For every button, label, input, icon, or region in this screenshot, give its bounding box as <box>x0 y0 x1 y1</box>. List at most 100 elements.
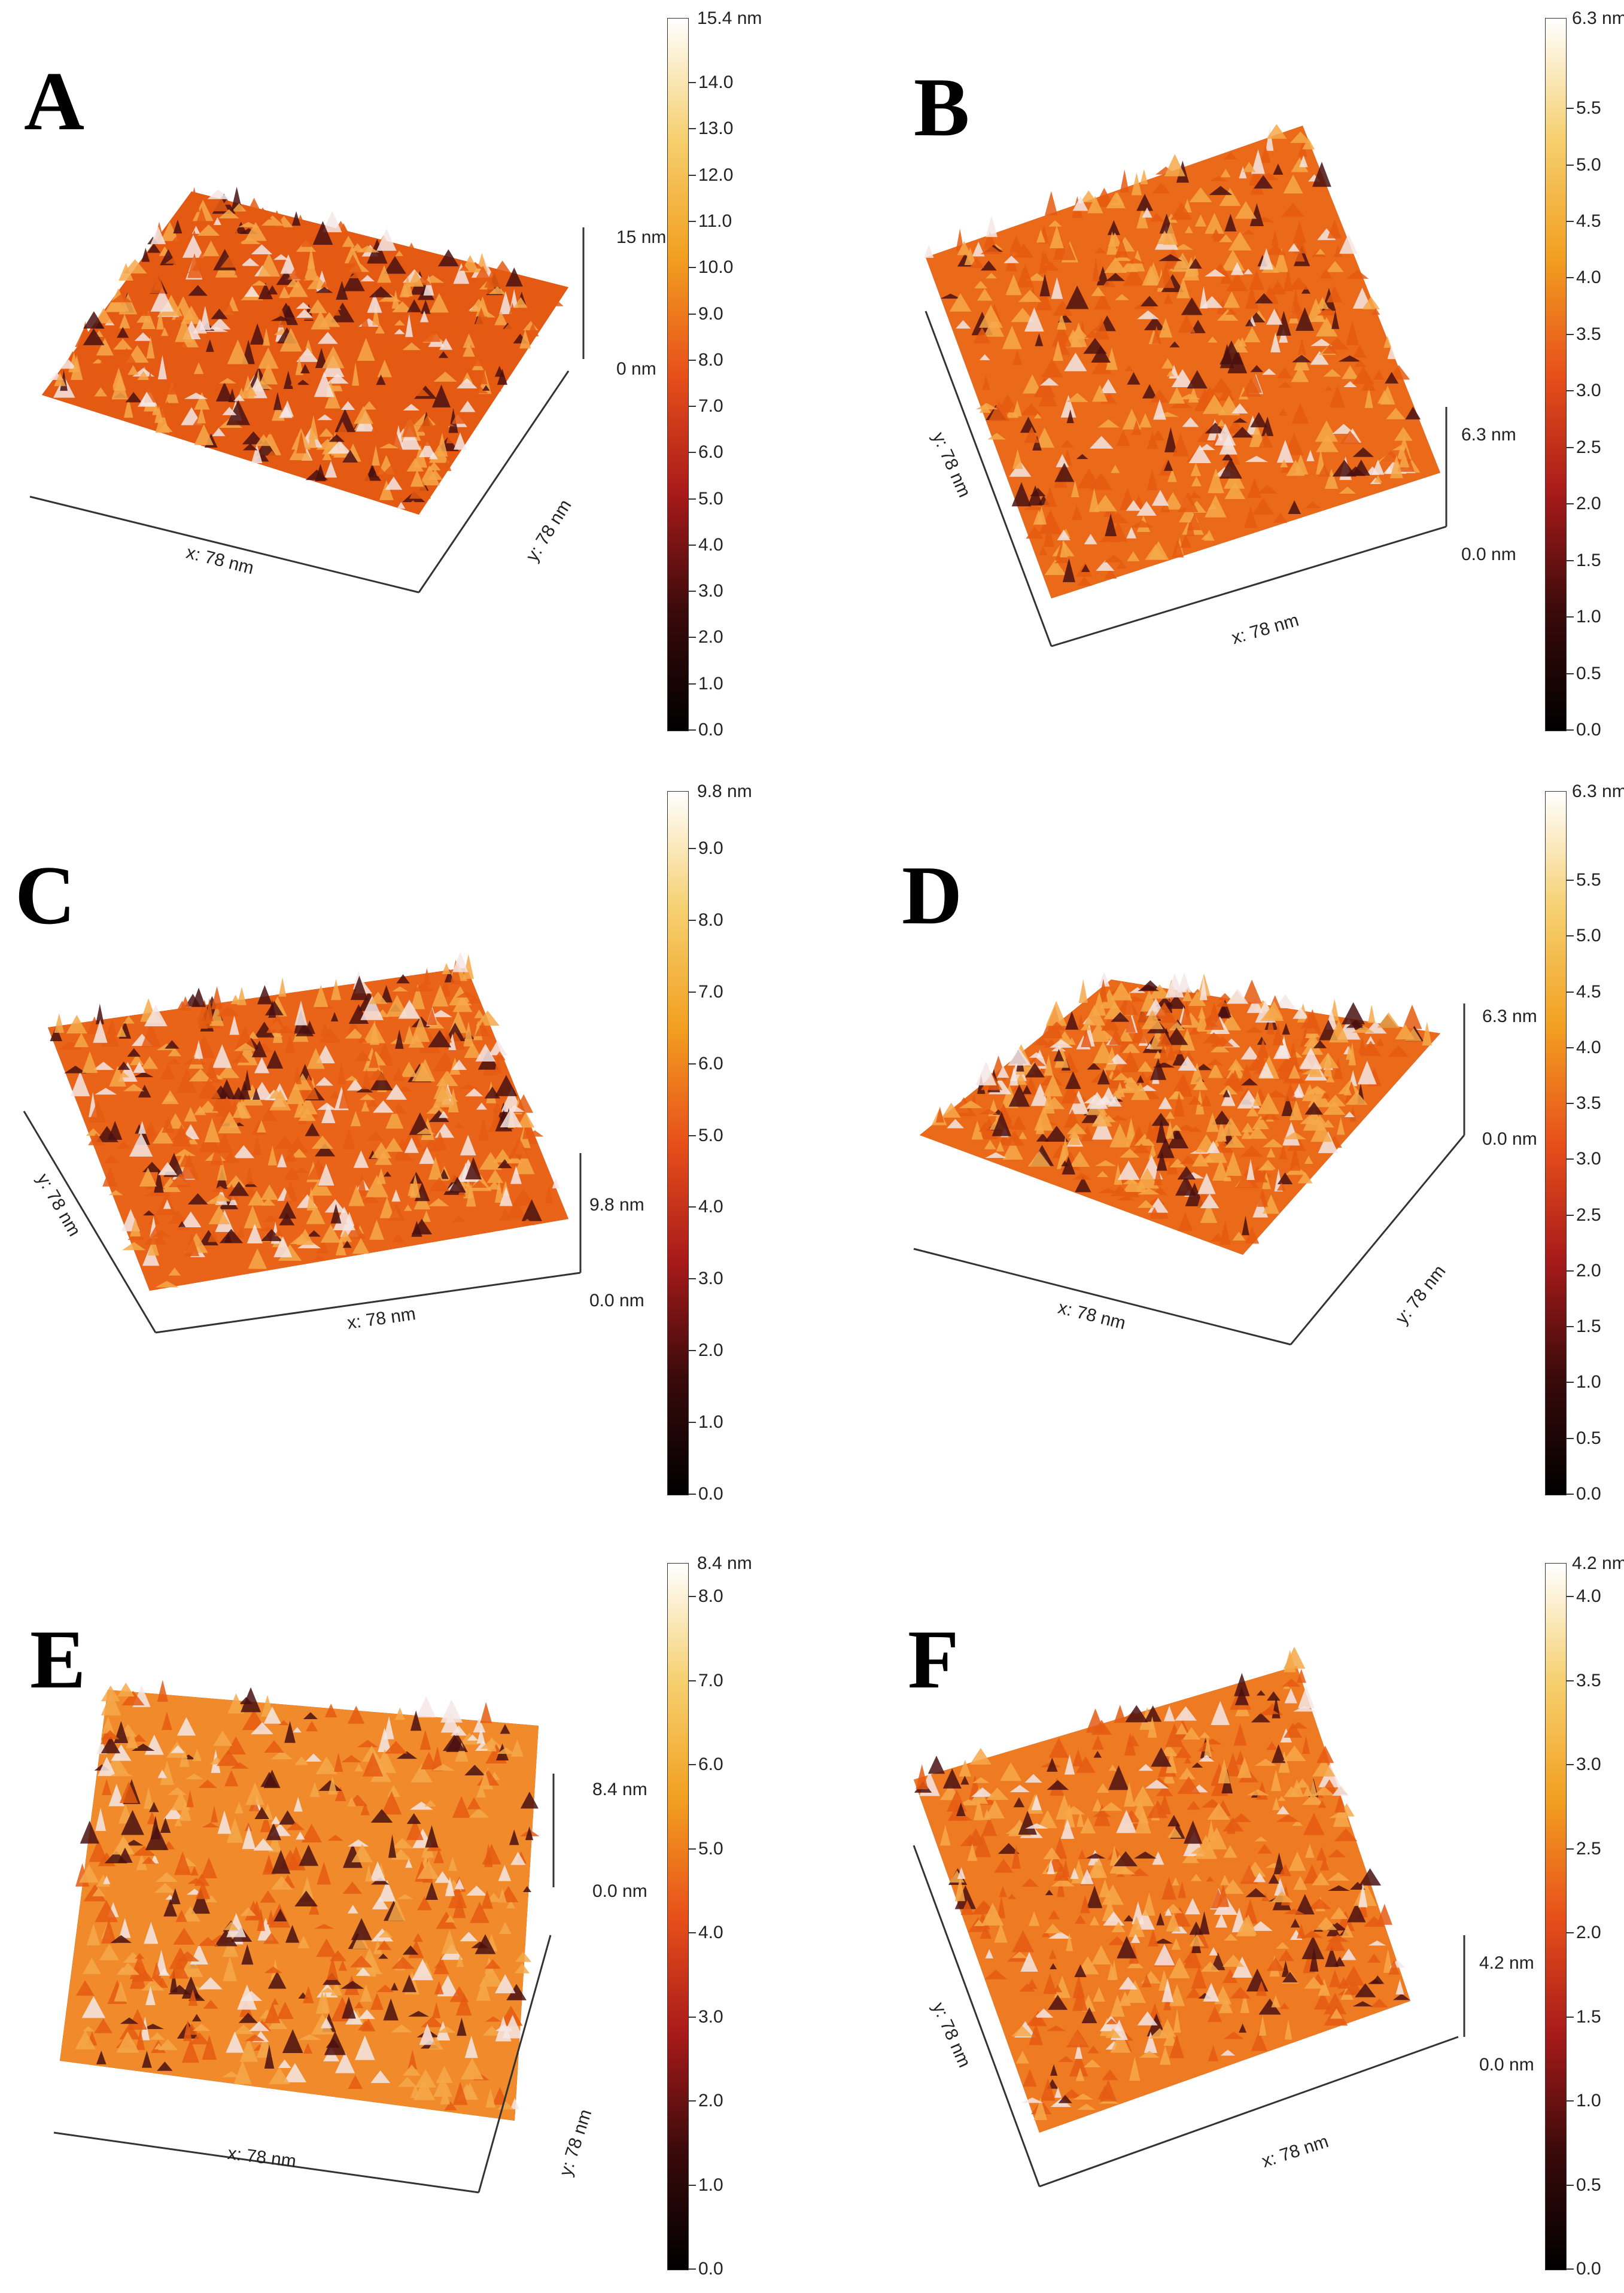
surface-peak <box>1272 1023 1284 1046</box>
surface-peak <box>493 1051 506 1060</box>
surface-peak <box>186 1790 194 1808</box>
surface-peak <box>150 1815 161 1840</box>
surface-peak <box>424 1800 437 1807</box>
surface-peak <box>1343 1980 1364 1995</box>
colorbar-tick-label: 4.5 <box>1576 211 1601 231</box>
surface-peak <box>1310 351 1329 365</box>
surface-peak <box>287 279 308 297</box>
surface-peak <box>1233 418 1248 423</box>
surface-peak <box>1242 980 1263 1004</box>
surface-peak <box>394 329 405 334</box>
surface-peak <box>219 1228 244 1243</box>
surface-peak <box>1313 1786 1334 1796</box>
surface-peak <box>499 1187 513 1206</box>
surface-peak <box>338 1960 347 1971</box>
colorbar-tick-mark <box>1567 1494 1574 1495</box>
y-axis-line <box>418 370 570 593</box>
surface-peak <box>272 356 285 378</box>
surface-peak <box>165 257 184 264</box>
surface-peak <box>123 397 133 418</box>
colorbar-tick-mark <box>689 1932 696 1934</box>
surface-peak <box>378 1727 391 1752</box>
surface-peak <box>1118 1976 1138 1990</box>
surface-peak <box>1007 1048 1032 1066</box>
surface-peak <box>1376 1903 1392 1925</box>
colorbar-tick-mark <box>689 82 696 84</box>
surface-peak <box>1048 1931 1072 1939</box>
surface-peak <box>80 1820 99 1844</box>
surface-peak <box>445 1877 455 1896</box>
surface-peak <box>1232 1231 1246 1241</box>
surface-peak <box>1225 308 1237 315</box>
surface-peak <box>1319 1857 1330 1871</box>
surface-peak <box>494 1054 503 1073</box>
surface-peak <box>1276 367 1292 379</box>
surface-peak <box>1039 273 1051 297</box>
surface-peak <box>54 1013 65 1033</box>
surface-peak <box>1360 1041 1382 1056</box>
surface-peak <box>1009 1067 1018 1086</box>
surface-peak <box>431 384 451 407</box>
surface-peak <box>154 1168 164 1193</box>
surface-peak <box>512 1189 535 1206</box>
surface-peak <box>407 242 416 251</box>
surface-peak <box>464 382 478 401</box>
surface-peak <box>264 1856 274 1872</box>
surface-peak <box>1298 337 1306 355</box>
surface-peak <box>957 1867 966 1879</box>
surface-peak <box>974 281 987 288</box>
surface-peak <box>175 317 193 342</box>
surface-peak <box>1239 166 1247 179</box>
surface-peak <box>369 1861 386 1881</box>
surface-peak <box>283 2063 307 2083</box>
surface-peak <box>1291 366 1309 382</box>
surface-peak <box>287 1821 305 1830</box>
surface-peak <box>1021 1878 1039 1887</box>
surface-peak <box>299 1844 319 1866</box>
surface-peak <box>1131 1022 1147 1044</box>
surface-peak <box>1142 265 1160 286</box>
surface-peak <box>276 2002 294 2020</box>
surface-peak <box>145 1226 166 1245</box>
surface-peak <box>267 1970 287 1989</box>
surface-peak <box>1312 162 1331 187</box>
surface-peak <box>1327 1885 1351 1891</box>
surface-peak <box>286 1082 305 1105</box>
surface-peak <box>219 1194 239 1209</box>
surface-peak <box>464 1765 485 1776</box>
surface-peak <box>1034 2008 1054 2018</box>
surface-peak <box>1304 1102 1323 1115</box>
surface-peak <box>1123 266 1145 286</box>
surface-peak <box>1093 1751 1102 1758</box>
surface-peak <box>1206 1141 1220 1154</box>
surface-peak <box>160 1760 175 1785</box>
surface-peak <box>495 2016 512 2042</box>
surface-peak <box>269 1089 291 1111</box>
surface-peak <box>448 1856 457 1871</box>
surface-peak <box>1052 300 1073 316</box>
surface-peak <box>1185 226 1193 233</box>
surface-peak <box>244 1205 261 1228</box>
surface-peak <box>1359 1868 1382 1886</box>
surface-peak <box>95 308 113 324</box>
surface-peak <box>1219 1875 1230 1886</box>
surface-peak <box>210 1144 224 1166</box>
surface-peak <box>1062 558 1076 582</box>
surface-peak <box>324 1199 346 1213</box>
surface-peak <box>1110 464 1120 473</box>
height-bottom-label: 0.0 nm <box>589 1291 644 1310</box>
y-axis-line <box>1290 1135 1465 1345</box>
surface-peak <box>1252 1115 1270 1130</box>
surface-peak <box>348 2075 363 2089</box>
colorbar-tick-mark <box>1567 1103 1574 1105</box>
surface-peak <box>972 242 985 257</box>
surface-peak <box>1207 2006 1222 2023</box>
surface-peak <box>1118 1991 1132 2006</box>
surface-peak <box>488 286 506 294</box>
surface-peak <box>383 1171 392 1177</box>
surface-peak <box>1173 2008 1181 2033</box>
surface-peak <box>506 1900 516 1909</box>
surface-peak <box>395 1029 404 1049</box>
colorbar-tick-label: 0.5 <box>1576 1428 1601 1448</box>
surface-peak <box>452 951 469 972</box>
